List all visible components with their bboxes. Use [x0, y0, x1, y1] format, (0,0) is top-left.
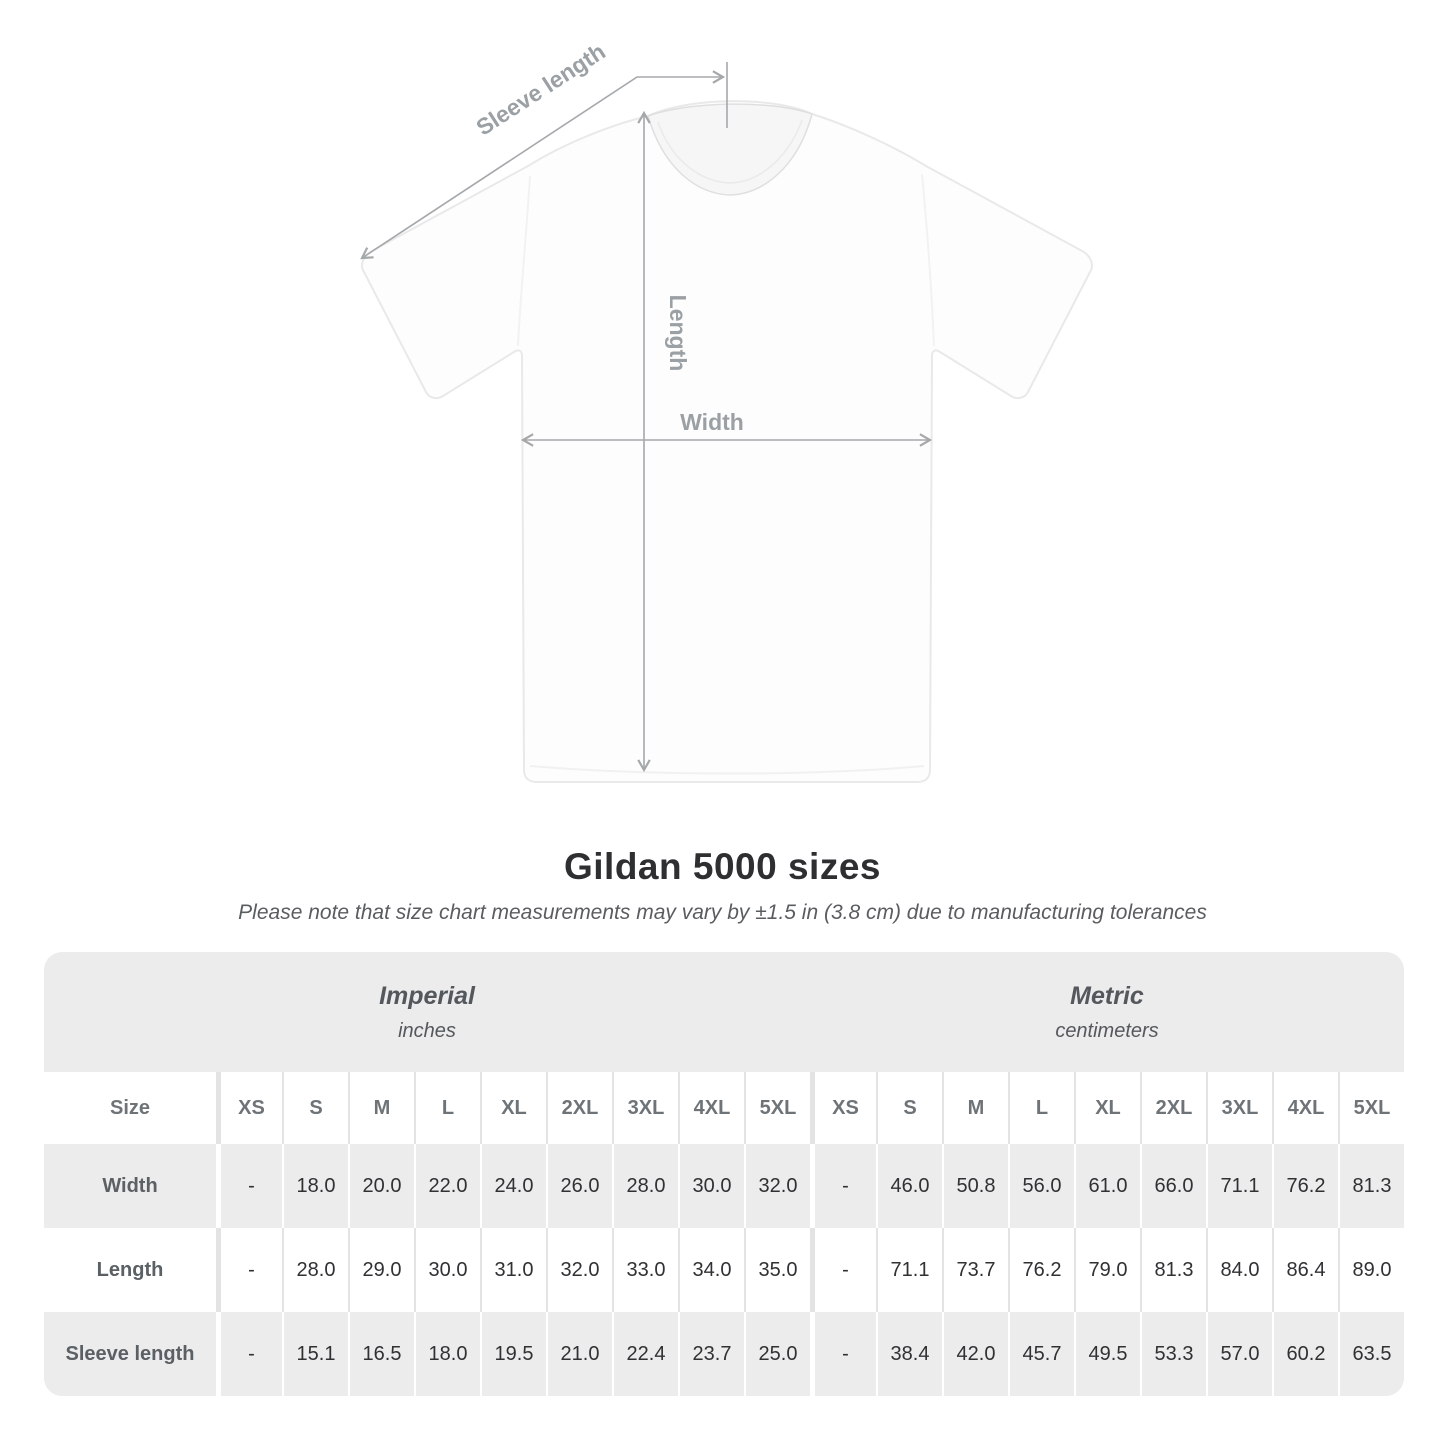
value-cell: 30.0 [678, 1144, 744, 1228]
width-label: Width [680, 409, 744, 435]
tshirt-illustration [361, 100, 1093, 783]
size-header-cell: XS [810, 1072, 876, 1144]
value-cell: 28.0 [282, 1228, 348, 1312]
value-cell: 81.3 [1140, 1228, 1206, 1312]
row-label: Length [44, 1228, 216, 1312]
value-cell: 56.0 [1008, 1144, 1074, 1228]
value-cell: 76.2 [1008, 1228, 1074, 1312]
unit-group-imperial: Imperial inches [44, 952, 810, 1072]
value-cell: 57.0 [1206, 1312, 1272, 1396]
tolerance-note: Please note that size chart measurements… [238, 901, 1207, 924]
value-cell: - [216, 1312, 282, 1396]
tshirt-measurement-diagram: Sleeve length Length Width [360, 38, 1093, 783]
value-cell: 26.0 [546, 1144, 612, 1228]
value-cell: 32.0 [744, 1144, 810, 1228]
value-cell: 53.3 [1140, 1312, 1206, 1396]
size-header-cell: 3XL [1206, 1072, 1272, 1144]
value-cell: 84.0 [1206, 1228, 1272, 1312]
value-cell: 71.1 [876, 1228, 942, 1312]
row-label: Width [44, 1144, 216, 1228]
value-cell: 28.0 [612, 1144, 678, 1228]
value-cell: 22.0 [414, 1144, 480, 1228]
value-cell: 35.0 [744, 1228, 810, 1312]
size-header-cell: 4XL [678, 1072, 744, 1144]
unit-group-metric: Metric centimeters [810, 952, 1404, 1072]
value-cell: 66.0 [1140, 1144, 1206, 1228]
value-cell: 60.2 [1272, 1312, 1338, 1396]
value-cell: 45.7 [1008, 1312, 1074, 1396]
value-cell: 32.0 [546, 1228, 612, 1312]
page-title: Gildan 5000 sizes [563, 846, 881, 887]
value-cell: 42.0 [942, 1312, 1008, 1396]
value-cell: 89.0 [1338, 1228, 1404, 1312]
value-cell: 29.0 [348, 1228, 414, 1312]
size-header-cell: 5XL [1338, 1072, 1404, 1144]
value-cell: 34.0 [678, 1228, 744, 1312]
size-chart-table: Imperial inches Metric centimeters Size … [44, 952, 1404, 1396]
value-cell: 16.5 [348, 1312, 414, 1396]
value-cell: 49.5 [1074, 1312, 1140, 1396]
value-cell: 81.3 [1338, 1144, 1404, 1228]
value-cell: 21.0 [546, 1312, 612, 1396]
sleeve-length-label: Sleeve length [471, 38, 610, 141]
value-cell: 73.7 [942, 1228, 1008, 1312]
size-header-cell: M [942, 1072, 1008, 1144]
value-cell: 50.8 [942, 1144, 1008, 1228]
size-header-cell: 2XL [1140, 1072, 1206, 1144]
size-header-cell: L [414, 1072, 480, 1144]
value-cell: 22.4 [612, 1312, 678, 1396]
value-cell: 76.2 [1272, 1144, 1338, 1228]
value-cell: 18.0 [414, 1312, 480, 1396]
value-cell: - [810, 1228, 876, 1312]
value-cell: 33.0 [612, 1228, 678, 1312]
value-cell: 25.0 [744, 1312, 810, 1396]
value-cell: 71.1 [1206, 1144, 1272, 1228]
size-header-cell: S [282, 1072, 348, 1144]
size-header-cell: XS [216, 1072, 282, 1144]
value-cell: - [216, 1228, 282, 1312]
size-header-cell: S [876, 1072, 942, 1144]
value-cell: 23.7 [678, 1312, 744, 1396]
length-label: Length [665, 295, 691, 372]
value-cell: - [810, 1144, 876, 1228]
size-header-cell: 3XL [612, 1072, 678, 1144]
value-cell: 79.0 [1074, 1228, 1140, 1312]
value-cell: 31.0 [480, 1228, 546, 1312]
size-header-cell: 5XL [744, 1072, 810, 1144]
value-cell: 86.4 [1272, 1228, 1338, 1312]
value-cell: - [216, 1144, 282, 1228]
size-header-cell: 4XL [1272, 1072, 1338, 1144]
value-cell: 61.0 [1074, 1144, 1140, 1228]
value-cell: 20.0 [348, 1144, 414, 1228]
title-block: Gildan 5000 sizes Please note that size … [0, 846, 1445, 925]
size-column-header: Size [44, 1072, 216, 1144]
metric-label: Metric [1070, 981, 1144, 1010]
value-cell: 15.1 [282, 1312, 348, 1396]
metric-sublabel: centimeters [1055, 1019, 1159, 1042]
value-cell: 63.5 [1338, 1312, 1404, 1396]
value-cell: - [810, 1312, 876, 1396]
size-header-cell: M [348, 1072, 414, 1144]
imperial-label: Imperial [379, 981, 475, 1010]
sleeve-length-dimension-arrow [360, 62, 728, 260]
value-cell: 38.4 [876, 1312, 942, 1396]
imperial-sublabel: inches [398, 1019, 456, 1042]
value-cell: 18.0 [282, 1144, 348, 1228]
size-header-cell: XL [480, 1072, 546, 1144]
size-header-cell: L [1008, 1072, 1074, 1144]
value-cell: 24.0 [480, 1144, 546, 1228]
value-cell: 19.5 [480, 1312, 546, 1396]
row-label: Sleeve length [44, 1312, 216, 1396]
value-cell: 46.0 [876, 1144, 942, 1228]
size-header-cell: XL [1074, 1072, 1140, 1144]
value-cell: 30.0 [414, 1228, 480, 1312]
size-header-cell: 2XL [546, 1072, 612, 1144]
